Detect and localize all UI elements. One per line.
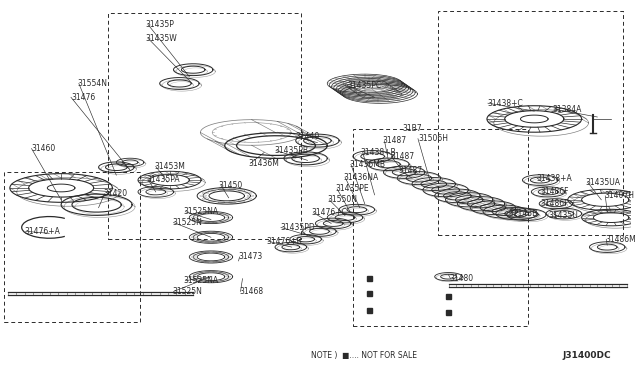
- Text: 31460: 31460: [31, 144, 56, 153]
- Bar: [4, 172, 140, 322]
- Text: 31554N: 31554N: [78, 79, 108, 88]
- Text: 31525N: 31525N: [173, 287, 202, 296]
- Text: 31486M: 31486M: [605, 235, 636, 244]
- Text: 31476: 31476: [71, 93, 95, 102]
- Text: 31487: 31487: [398, 166, 422, 175]
- Text: 31435P: 31435P: [146, 20, 175, 29]
- Text: 31435PC: 31435PC: [347, 81, 381, 90]
- Text: 31550N: 31550N: [327, 195, 357, 204]
- Bar: [367, 308, 372, 313]
- Text: 31480: 31480: [449, 274, 474, 283]
- Text: 31435PB: 31435PB: [274, 146, 308, 155]
- Text: J31400DC: J31400DC: [563, 351, 611, 360]
- Text: 31B7: 31B7: [402, 124, 422, 133]
- Text: 31476+C: 31476+C: [312, 208, 348, 217]
- Bar: [438, 10, 623, 235]
- Text: 31438+C: 31438+C: [487, 99, 523, 108]
- Text: 31438+A: 31438+A: [536, 174, 572, 183]
- Bar: [367, 276, 372, 281]
- Bar: [353, 129, 529, 326]
- Text: 31436M: 31436M: [248, 159, 279, 168]
- Text: 31476+B: 31476+B: [266, 237, 302, 246]
- Bar: [446, 294, 451, 299]
- Text: 31435PD: 31435PD: [280, 223, 315, 232]
- Text: 31487: 31487: [390, 152, 415, 161]
- Text: 31436NA: 31436NA: [343, 173, 378, 182]
- Text: 31486F: 31486F: [540, 199, 569, 208]
- Text: 31450: 31450: [219, 180, 243, 189]
- Text: 31525NA: 31525NA: [183, 276, 218, 285]
- Text: 31487: 31487: [383, 136, 406, 145]
- Text: 31525NA: 31525NA: [183, 207, 218, 216]
- Text: 31476+A: 31476+A: [25, 227, 61, 236]
- Text: 31435W: 31435W: [146, 33, 178, 43]
- Bar: [446, 310, 451, 315]
- Text: 31420: 31420: [104, 189, 127, 198]
- Text: 31506H: 31506H: [418, 134, 448, 143]
- Text: 31407H: 31407H: [604, 191, 634, 201]
- Bar: [367, 291, 372, 296]
- Text: NOTE )  ■.... NOT FOR SALE: NOTE ) ■.... NOT FOR SALE: [310, 351, 417, 360]
- Text: 31438+B: 31438+B: [361, 148, 396, 157]
- Text: 31435UA: 31435UA: [586, 177, 621, 186]
- Text: 31440: 31440: [296, 132, 320, 141]
- Text: 31435U: 31435U: [548, 211, 578, 220]
- Text: 31453M: 31453M: [155, 162, 186, 171]
- Text: 31436MB: 31436MB: [349, 160, 385, 169]
- Text: 31384A: 31384A: [552, 105, 581, 113]
- Text: 31525N: 31525N: [173, 218, 202, 227]
- Text: 31486F: 31486F: [540, 187, 569, 196]
- Text: 31435PA: 31435PA: [147, 174, 180, 184]
- Text: 31473: 31473: [239, 253, 263, 262]
- Text: 31143B: 31143B: [509, 209, 538, 218]
- Text: 31435PE: 31435PE: [335, 185, 369, 193]
- Text: 31468: 31468: [239, 287, 264, 296]
- Bar: [108, 13, 301, 239]
